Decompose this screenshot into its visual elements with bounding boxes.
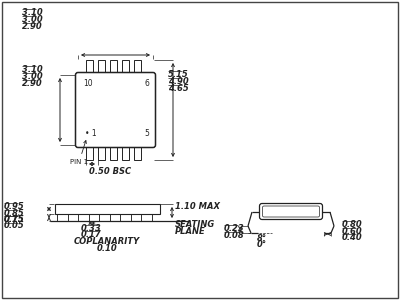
Text: 2.90: 2.90 (22, 22, 43, 31)
Bar (110, 60, 117, 75)
Text: 1.10 MAX: 1.10 MAX (175, 202, 220, 211)
Text: 2.90: 2.90 (22, 79, 43, 88)
FancyBboxPatch shape (262, 206, 320, 217)
Text: 0.08: 0.08 (224, 230, 245, 239)
Text: PIN 1: PIN 1 (70, 140, 88, 165)
Text: 0°: 0° (257, 240, 267, 249)
Text: 0.95: 0.95 (4, 202, 25, 211)
Text: 0.33: 0.33 (80, 224, 101, 233)
Bar (134, 145, 141, 160)
Text: 0.05: 0.05 (4, 221, 25, 230)
Bar (98, 145, 105, 160)
Text: 0.15: 0.15 (4, 215, 25, 224)
Bar (55, 204, 160, 214)
Text: 0.50 BSC: 0.50 BSC (89, 167, 131, 176)
Bar (98, 60, 105, 75)
Text: 3.00: 3.00 (22, 15, 43, 24)
Text: 8°: 8° (257, 234, 267, 243)
Text: 5.15: 5.15 (168, 70, 189, 79)
Bar (110, 145, 117, 160)
Text: 0.40: 0.40 (342, 233, 363, 242)
Bar (86, 60, 93, 75)
Bar (122, 60, 129, 75)
Text: 0.80: 0.80 (342, 220, 363, 229)
Text: • 1: • 1 (85, 129, 97, 138)
Text: 0.10: 0.10 (97, 244, 117, 253)
Bar (134, 60, 141, 75)
Text: 0.60: 0.60 (342, 226, 363, 236)
Text: SEATING: SEATING (175, 220, 215, 229)
Text: 6: 6 (144, 79, 149, 88)
Text: 3.00: 3.00 (22, 72, 43, 81)
Text: 10: 10 (83, 79, 93, 88)
Text: 0.23: 0.23 (224, 224, 245, 233)
Bar (122, 145, 129, 160)
Text: 0.75: 0.75 (4, 215, 25, 224)
Text: 0.85: 0.85 (4, 208, 25, 217)
Text: 4.90: 4.90 (168, 77, 189, 86)
Text: COPLANARITY: COPLANARITY (74, 237, 140, 246)
FancyBboxPatch shape (76, 73, 156, 148)
Text: 3.10: 3.10 (22, 65, 43, 74)
Text: PLANE: PLANE (175, 227, 206, 236)
Text: 0.17: 0.17 (80, 230, 101, 239)
Text: 3.10: 3.10 (22, 8, 43, 17)
Bar (86, 145, 93, 160)
Text: 5: 5 (144, 129, 149, 138)
Text: 4.65: 4.65 (168, 84, 189, 93)
FancyBboxPatch shape (260, 203, 322, 220)
